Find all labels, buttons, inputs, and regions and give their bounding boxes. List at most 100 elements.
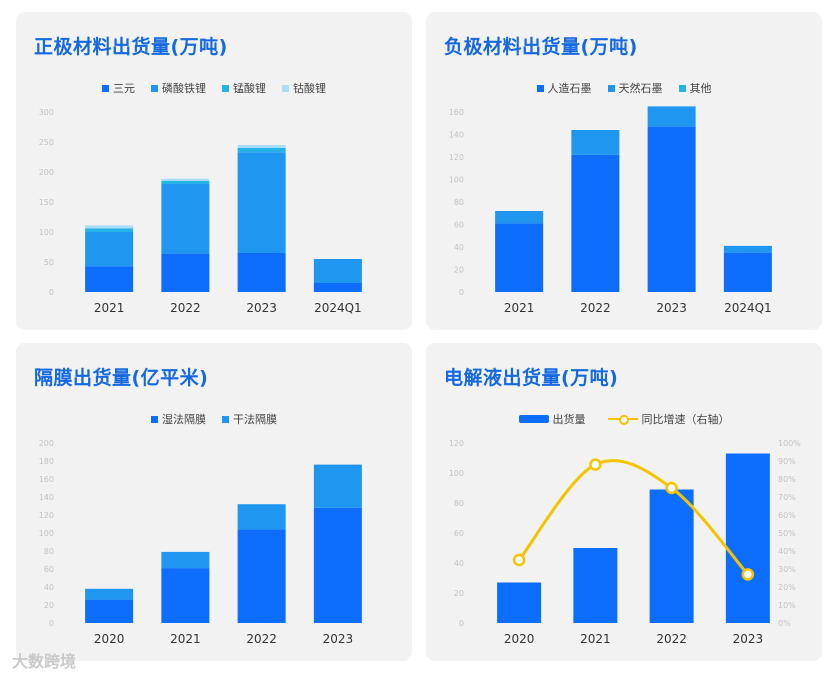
- y2-tick-label: 90%: [778, 457, 796, 466]
- y-tick-label: 20: [454, 266, 464, 275]
- legend-label: 其他: [689, 82, 712, 95]
- chart-title: 负极材料出货量(万吨): [444, 36, 638, 58]
- legend-label: 出货量: [552, 413, 586, 426]
- bar-segment: [161, 568, 210, 623]
- bar-segment: [237, 148, 286, 153]
- bar-segment: [85, 225, 134, 229]
- legend-item: 锰酸锂: [222, 80, 266, 96]
- bar-segment: [85, 266, 134, 292]
- bar-segment: [237, 145, 286, 148]
- legend-item: 湿法隔膜: [151, 411, 206, 427]
- legend-label: 湿法隔膜: [162, 413, 206, 426]
- legend-item: 人造石墨: [536, 80, 592, 96]
- y2-tick-label: 0%: [778, 619, 791, 628]
- bar-segment: [313, 464, 362, 508]
- line-point: [589, 458, 602, 471]
- bar-segment: [723, 245, 772, 253]
- x-tick-label: 2020: [504, 632, 535, 646]
- y-tick-label: 140: [39, 493, 54, 502]
- y-tick-label: 0: [459, 288, 464, 297]
- y-tick-label: 120: [449, 153, 464, 162]
- y-tick-label: 50: [44, 258, 54, 267]
- legend-item: 钴酸锂: [282, 80, 326, 96]
- y2-tick-label: 30%: [778, 565, 796, 574]
- x-tick-label: 2021: [504, 301, 535, 315]
- line-point: [741, 568, 755, 581]
- x-tick-label: 2023: [323, 632, 354, 646]
- y-tick-label: 160: [449, 108, 464, 117]
- x-tick-label: 2023: [733, 632, 764, 646]
- bar-segment: [161, 184, 210, 254]
- y-tick-label: 0: [49, 288, 54, 297]
- chart-title: 正极材料出货量(万吨): [34, 36, 228, 58]
- x-tick-label: 2022: [580, 301, 611, 315]
- bar-segment: [237, 152, 286, 253]
- bar-segment: [723, 252, 772, 292]
- y-tick-label: 20: [454, 589, 464, 598]
- bar-segment: [571, 130, 620, 155]
- y-tick-label: 100: [39, 228, 54, 237]
- bar-segment: [647, 106, 696, 127]
- legend-label: 磷酸铁锂: [162, 82, 206, 95]
- y2-tick-label: 70%: [778, 493, 796, 502]
- y-tick-label: 160: [39, 475, 54, 484]
- anode-chart-panel: 负极材料出货量(万吨) 人造石墨 天然石墨 其他 0 20 40 60 80 100 120…: [426, 12, 822, 330]
- bar-segment: [237, 529, 286, 623]
- chart-legend: 出货量 同比增速（右轴）: [426, 411, 822, 427]
- y2-tick-label: 10%: [778, 601, 796, 610]
- bar: [725, 453, 770, 623]
- y-tick-label: 200: [39, 168, 54, 177]
- y-tick-label: 200: [39, 439, 54, 448]
- y-tick-label: 150: [39, 198, 54, 207]
- legend-label: 锰酸锂: [233, 82, 266, 95]
- separator-chart-panel: 隔膜出货量(亿平米) 湿法隔膜 干法隔膜 0 20 40 60 80 100 120 140 1…: [16, 343, 412, 661]
- bar-segment: [161, 178, 210, 181]
- chart-legend: 人造石墨 天然石墨 其他: [426, 80, 822, 96]
- legend-swatch: [151, 415, 158, 423]
- legend-swatch: [222, 84, 229, 92]
- y2-tick-label: 40%: [778, 547, 796, 556]
- legend-swatch: [518, 415, 549, 423]
- line-point: [665, 481, 678, 495]
- y-tick-label: 40: [454, 243, 464, 252]
- legend-swatch: [151, 84, 158, 92]
- watermark: 大数跨境: [12, 652, 77, 671]
- bar-segment: [313, 507, 362, 623]
- bar-segment: [161, 253, 210, 292]
- bar: [649, 489, 694, 623]
- bar-segment: [571, 154, 620, 292]
- x-tick-label: 2021: [94, 301, 125, 315]
- bar-segment: [237, 253, 286, 292]
- x-tick-label: 2022: [656, 632, 687, 646]
- legend-label: 干法隔膜: [233, 413, 277, 426]
- bar-segment: [85, 599, 134, 623]
- y2-tick-label: 60%: [778, 511, 796, 520]
- legend-item: 天然石墨: [607, 80, 663, 96]
- legend-swatch: [282, 84, 289, 92]
- y-tick-label: 40: [454, 559, 464, 568]
- bar-segment: [495, 211, 544, 224]
- bar-segment: [237, 504, 286, 530]
- y-tick-label: 100: [39, 529, 54, 538]
- bar-segment: [85, 232, 134, 267]
- legend-item: 干法隔膜: [222, 411, 277, 427]
- x-tick-label: 2023: [246, 301, 277, 315]
- chart-plot-area: 0 20 40 60 80 100 120 140 160 2021 2022 2023 2024Q1: [449, 106, 772, 315]
- electrolyte-chart-panel: 电解液出货量(万吨) 出货量 同比增速（右轴） 0 20 40 60 80 100 120 2…: [426, 343, 822, 661]
- legend-swatch: [536, 84, 544, 92]
- x-tick-label: 2024Q1: [314, 301, 362, 315]
- legend-label: 钴酸锂: [293, 82, 326, 95]
- y-tick-label: 120: [449, 439, 464, 448]
- legend-label: 人造石墨: [547, 82, 592, 95]
- bar: [573, 548, 618, 623]
- y-tick-label: 60: [454, 221, 464, 230]
- y-tick-label: 250: [39, 138, 54, 147]
- y-tick-label: 40: [44, 583, 54, 592]
- y-tick-label: 0: [459, 619, 464, 628]
- y-tick-label: 60: [44, 565, 54, 574]
- legend-item: 三元: [102, 80, 135, 96]
- legend-item: 出货量: [518, 411, 586, 427]
- legend-swatch: [102, 84, 109, 92]
- y-tick-label: 120: [39, 511, 54, 520]
- y-tick-label: 0: [49, 619, 54, 628]
